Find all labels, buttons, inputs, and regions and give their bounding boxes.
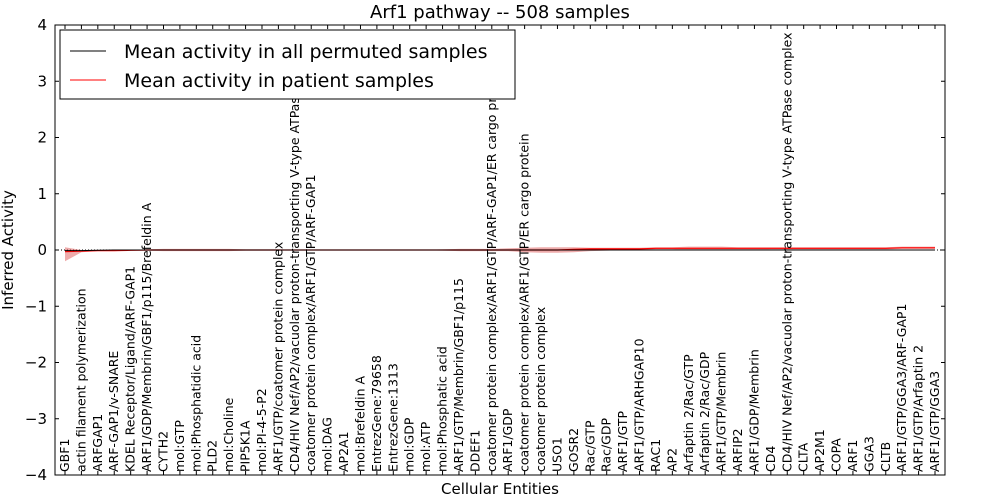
x-category-label: GBF1 bbox=[57, 439, 72, 472]
plot-layer bbox=[55, 246, 945, 262]
x-category-label: mol:GDP bbox=[402, 417, 417, 472]
y-tick-label: −3 bbox=[25, 410, 47, 428]
x-category-label: ARFGAP1 bbox=[90, 414, 105, 472]
x-category-label: ARF1/GTP/coatomer protein complex bbox=[270, 242, 285, 472]
legend-label-patient: Mean activity in patient samples bbox=[124, 70, 434, 92]
x-category-label: AP2 bbox=[664, 448, 679, 472]
x-category-label: Rac/GDP bbox=[599, 418, 614, 472]
x-category-label: ARF1/GTP/Arfaptin 2 bbox=[911, 345, 926, 472]
x-category-label: ARF1/GDP/Membrin bbox=[746, 349, 761, 472]
legend: Mean activity in all permuted samples Me… bbox=[59, 29, 516, 100]
x-category-label: ARF1/GTP/Membrin/GBF1/p115 bbox=[451, 278, 466, 472]
x-axis-label: Cellular Entities bbox=[441, 480, 559, 498]
x-category-label: coatomer protein complex/ARF1/GTP/ER car… bbox=[517, 133, 532, 472]
x-category-label: mol:ATP bbox=[418, 421, 433, 472]
x-category-label: RAC1 bbox=[648, 439, 663, 472]
x-category-label: EntrezGene:1313 bbox=[385, 363, 400, 472]
x-category-label: ARF1/GDP/Membrin/GBF1/p115/Brefeldin A bbox=[139, 202, 154, 472]
x-category-label: ARF1/GTP/GGA3/ARF-GAP1 bbox=[894, 304, 909, 472]
x-category-label: EntrezGene:79658 bbox=[369, 355, 384, 472]
x-category-label: ARF1/GDP bbox=[500, 408, 515, 472]
x-category-label: mol:GTP bbox=[172, 420, 187, 472]
x-category-label: ARF1/GTP bbox=[615, 411, 630, 472]
x-category-label: DDEF1 bbox=[467, 430, 482, 472]
y-tick-label: 0 bbox=[37, 241, 47, 259]
x-category-label: GOSR2 bbox=[566, 428, 581, 472]
x-category-label: COPA bbox=[829, 438, 844, 472]
x-category-label: CD4 bbox=[763, 446, 778, 472]
x-category-label: AP2A1 bbox=[336, 431, 351, 472]
x-category-label: CLTA bbox=[796, 442, 811, 472]
y-tick-label: 1 bbox=[37, 185, 47, 203]
y-tick-label: 2 bbox=[37, 129, 47, 147]
x-category-label: PLD2 bbox=[205, 440, 220, 472]
x-category-label: ARF1/GTP/ARHGAP10 bbox=[632, 338, 647, 472]
y-axis: −4 −3 −2 −1 0 1 2 3 4 bbox=[25, 16, 945, 484]
x-category-label: CLTB bbox=[878, 442, 893, 472]
x-category-label: KDEL Receptor/Ligand/ARF-GAP1 bbox=[123, 266, 138, 472]
y-axis-label: Inferred Activity bbox=[0, 190, 17, 310]
x-category-label: ARF-GAP1/v-SNARE bbox=[106, 351, 121, 472]
x-category-label: actin filament polymerization bbox=[73, 288, 88, 472]
x-category-label: mol:Brefeldin A bbox=[353, 375, 368, 472]
chart-title: Arf1 pathway -- 508 samples bbox=[370, 2, 630, 23]
x-category-label: mol:Phosphatic acid bbox=[435, 346, 450, 472]
x-category-label: coatomer protein complex bbox=[533, 307, 548, 472]
x-category-label: CD4/HIV Nef/AP2/vacuolar proton-transpor… bbox=[287, 33, 302, 473]
x-category-label: mol:Phosphatidic acid bbox=[188, 335, 203, 472]
y-tick-label: 4 bbox=[37, 16, 47, 34]
x-category-label: coatomer protein complex/ARF1/GTP/ARF-GA… bbox=[484, 66, 499, 472]
x-category-label: AP2M1 bbox=[812, 429, 827, 472]
y-tick-label: −2 bbox=[25, 354, 47, 372]
x-category-label: ARF1/GTP/Membrin bbox=[714, 352, 729, 472]
x-axis: GBF1 actin filament polymerization ARFGAP1… bbox=[57, 25, 942, 475]
x-category-label: ARF1 bbox=[845, 440, 860, 472]
series-line-permuted bbox=[65, 249, 935, 252]
y-tick-label: −4 bbox=[25, 466, 47, 484]
x-category-label: ARF1/GTP/GGA3 bbox=[927, 371, 942, 472]
x-category-label: Rac/GTP bbox=[582, 420, 597, 472]
x-category-label: mol:DAG bbox=[320, 417, 335, 472]
legend-label-permuted: Mean activity in all permuted samples bbox=[124, 41, 487, 63]
x-category-label: mol:PI-4-5-P2 bbox=[254, 388, 269, 472]
x-category-label: coatomer protein complex/ARF1/GTP/ARF-GA… bbox=[303, 174, 318, 472]
x-category-label: ARFIP2 bbox=[730, 428, 745, 472]
x-category-label: USO1 bbox=[550, 437, 565, 472]
legend-box bbox=[59, 29, 516, 100]
x-category-label: Arfaptin 2/Rac/GDP bbox=[697, 351, 712, 472]
x-category-label: CYTH2 bbox=[156, 431, 171, 472]
x-category-label: CD4/HIV Nef/AP2/vacuolar proton-transpor… bbox=[779, 33, 794, 473]
x-category-label: mol:Choline bbox=[221, 397, 236, 472]
x-category-label: Arfaptin 2/Rac/GTP bbox=[681, 354, 696, 472]
y-tick-label: 3 bbox=[37, 72, 47, 90]
x-category-label: PIP5K1A bbox=[238, 420, 253, 472]
x-category-label: GGA3 bbox=[861, 436, 876, 472]
y-tick-label: −1 bbox=[25, 297, 47, 315]
